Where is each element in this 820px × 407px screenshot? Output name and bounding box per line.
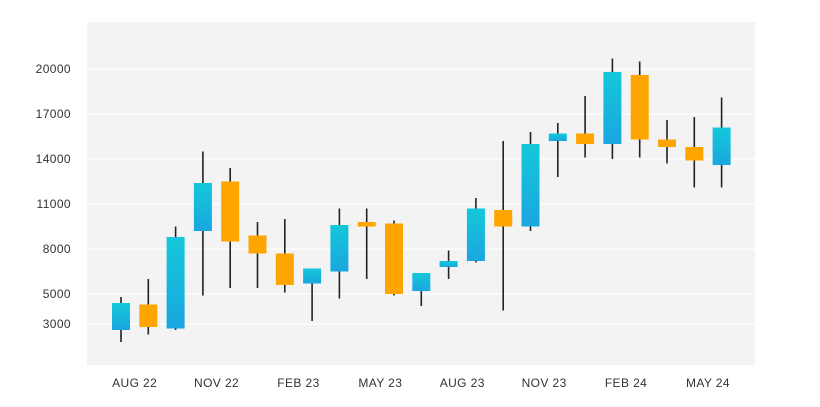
candle (303, 268, 322, 321)
candle-body-up (412, 273, 431, 291)
candle-body-up (112, 303, 130, 330)
x-tick-label: FEB 23 (277, 376, 319, 390)
candle-body-up (330, 225, 349, 272)
candle-body-up (603, 72, 622, 144)
x-tick-label: NOV 22 (194, 376, 239, 390)
y-tick-label: 8000 (43, 242, 71, 256)
candle (603, 58, 622, 159)
candle (658, 120, 676, 164)
candle-body-up (712, 127, 731, 165)
candle (112, 297, 130, 342)
candle-body-down (357, 222, 376, 227)
candle-body-down (576, 133, 595, 144)
candle (221, 168, 240, 288)
candle (330, 208, 349, 299)
y-axis-tick-labels: 3000 5000 8000 11000 14000 17000 20000 (36, 62, 71, 331)
candle (248, 222, 267, 288)
y-tick-label: 17000 (36, 107, 71, 121)
candle (412, 273, 431, 306)
candle-body-up (521, 144, 540, 227)
candle-body-up (166, 237, 185, 329)
candle-body-up (303, 268, 322, 284)
candle-body-down (494, 210, 513, 227)
candle (139, 279, 158, 335)
candle (576, 96, 595, 158)
candle (357, 208, 376, 279)
candle (466, 198, 485, 263)
x-tick-label: AUG 23 (440, 376, 485, 390)
x-tick-label: NOV 23 (522, 376, 567, 390)
candle (494, 141, 513, 311)
candle-body-up (548, 133, 567, 141)
candle-body-down (385, 223, 403, 294)
y-tick-label: 20000 (36, 62, 71, 76)
candle (439, 250, 458, 279)
candle-body-down (658, 139, 676, 147)
plot-background (87, 22, 755, 365)
y-tick-label: 3000 (43, 317, 71, 331)
y-tick-label: 14000 (36, 152, 71, 166)
candle-body-up (466, 208, 485, 261)
y-tick-label: 11000 (37, 197, 71, 211)
candle-body-down (630, 75, 649, 140)
candle-body-down (221, 181, 240, 242)
candle (521, 132, 540, 231)
y-tick-label: 5000 (43, 287, 71, 301)
candles (112, 58, 731, 342)
candle (385, 220, 403, 296)
candle (712, 97, 731, 188)
candle (166, 226, 185, 330)
x-axis-tick-labels: AUG 22 NOV 22 FEB 23 MAY 23 AUG 23 NOV 23 FEB … (112, 376, 730, 390)
candle-body-up (439, 261, 458, 267)
candle (275, 219, 294, 293)
x-tick-label: MAY 23 (358, 376, 402, 390)
x-tick-label: AUG 22 (112, 376, 157, 390)
x-tick-label: MAY 24 (686, 376, 730, 390)
candle (630, 61, 649, 158)
candle-body-up (193, 183, 212, 231)
candle-body-down (685, 147, 704, 161)
x-tick-label: FEB 24 (605, 376, 647, 390)
candle (685, 117, 704, 188)
candle (548, 123, 567, 177)
candle (193, 151, 212, 296)
candle-body-down (248, 235, 267, 254)
candle-body-down (275, 253, 294, 285)
candle-body-down (139, 304, 158, 327)
